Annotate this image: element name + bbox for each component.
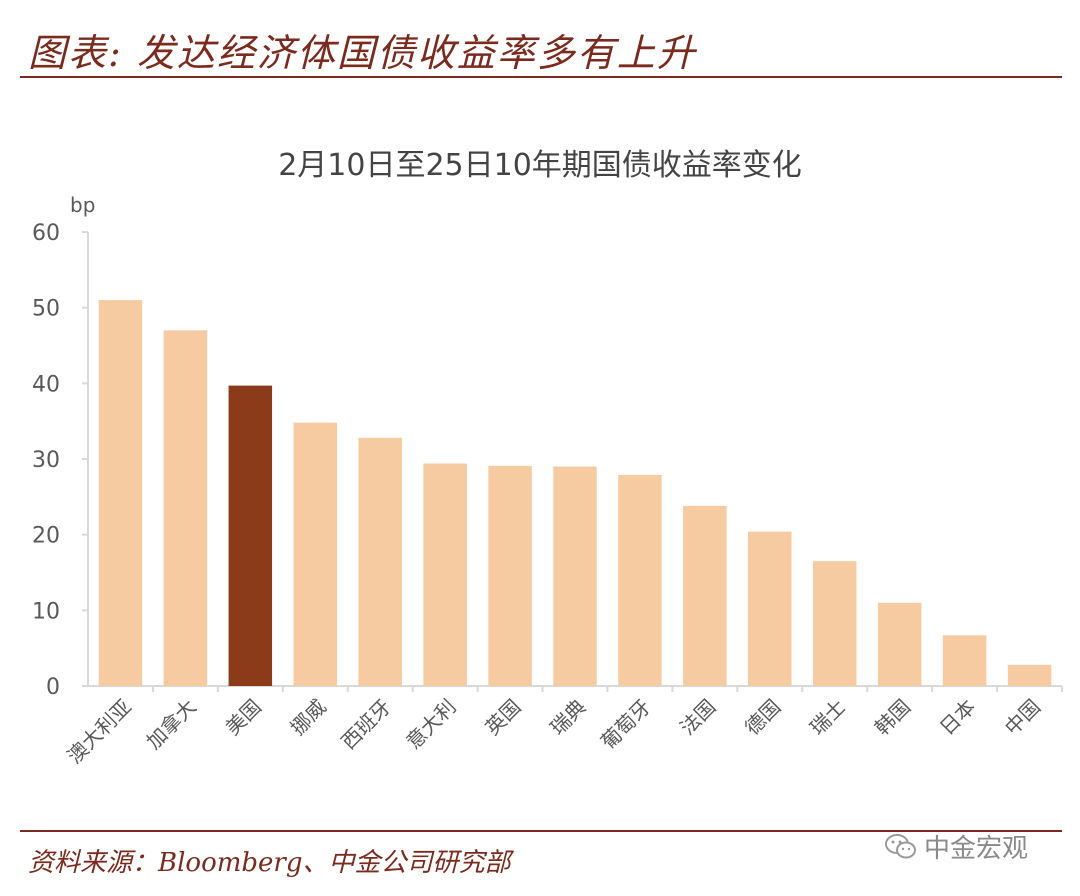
- bar: [942, 635, 987, 686]
- y-tick-label: 50: [32, 297, 60, 322]
- bar: [293, 422, 338, 686]
- page-title: 图表: 发达经济体国债收益率多有上升: [28, 31, 697, 75]
- x-tick-label: 美国: [221, 695, 266, 740]
- x-tick-label: 瑞典: [545, 695, 590, 740]
- chart-title: 2月10日至25日10年期国债收益率变化: [278, 148, 802, 183]
- x-tick-label: 韩国: [870, 695, 915, 740]
- bar: [812, 561, 857, 686]
- bar: [683, 505, 727, 686]
- x-tick-label: 德国: [740, 695, 785, 740]
- x-tick-label: 瑞士: [805, 695, 850, 740]
- x-tick-label: 中国: [1000, 695, 1045, 740]
- x-tick-label: 澳大利亚: [62, 695, 136, 769]
- bar: [553, 466, 597, 686]
- watermark: 中金宏观: [884, 828, 1028, 865]
- y-axis-label: bp: [70, 193, 95, 217]
- bar: [358, 437, 402, 686]
- bar: [98, 300, 143, 686]
- y-tick-label: 40: [32, 372, 60, 397]
- watermark-text: 中金宏观: [924, 834, 1029, 864]
- bar: [877, 602, 922, 686]
- x-tick-label: 意大利: [401, 695, 460, 754]
- x-tick-label: 英国: [480, 695, 525, 740]
- bar: [423, 463, 467, 686]
- x-tick-label: 日本: [935, 695, 980, 740]
- bar: [488, 465, 532, 686]
- x-tick-label: 加拿大: [142, 695, 201, 754]
- x-tick-label: 法国: [675, 695, 720, 740]
- bar-chart: 0 10 20 30 40 50 60 bp 澳大利亚 加拿大 美国 挪威 西班牙 意大利 英国 瑞典 葡萄牙法…: [32, 193, 1063, 769]
- bar: [163, 330, 208, 686]
- wechat-icon: [884, 832, 918, 862]
- bar: [748, 531, 792, 686]
- bar: [1007, 664, 1052, 686]
- y-tick-label: 60: [32, 221, 60, 246]
- footer-divider: [20, 830, 1062, 832]
- source-note: 资料来源：Bloomberg、中金公司研究部: [28, 848, 511, 878]
- y-tick-label: 30: [32, 448, 60, 473]
- bar: [618, 474, 662, 686]
- x-tick-label: 挪威: [286, 695, 331, 740]
- y-tick-label: 10: [32, 599, 60, 624]
- x-tick-label: 葡萄牙: [596, 695, 655, 754]
- bar-highlight: [228, 385, 273, 686]
- y-tick-label: 20: [32, 524, 60, 549]
- header-divider: [20, 76, 1062, 78]
- y-tick-label: 0: [46, 675, 60, 700]
- x-tick-label: 西班牙: [336, 695, 395, 754]
